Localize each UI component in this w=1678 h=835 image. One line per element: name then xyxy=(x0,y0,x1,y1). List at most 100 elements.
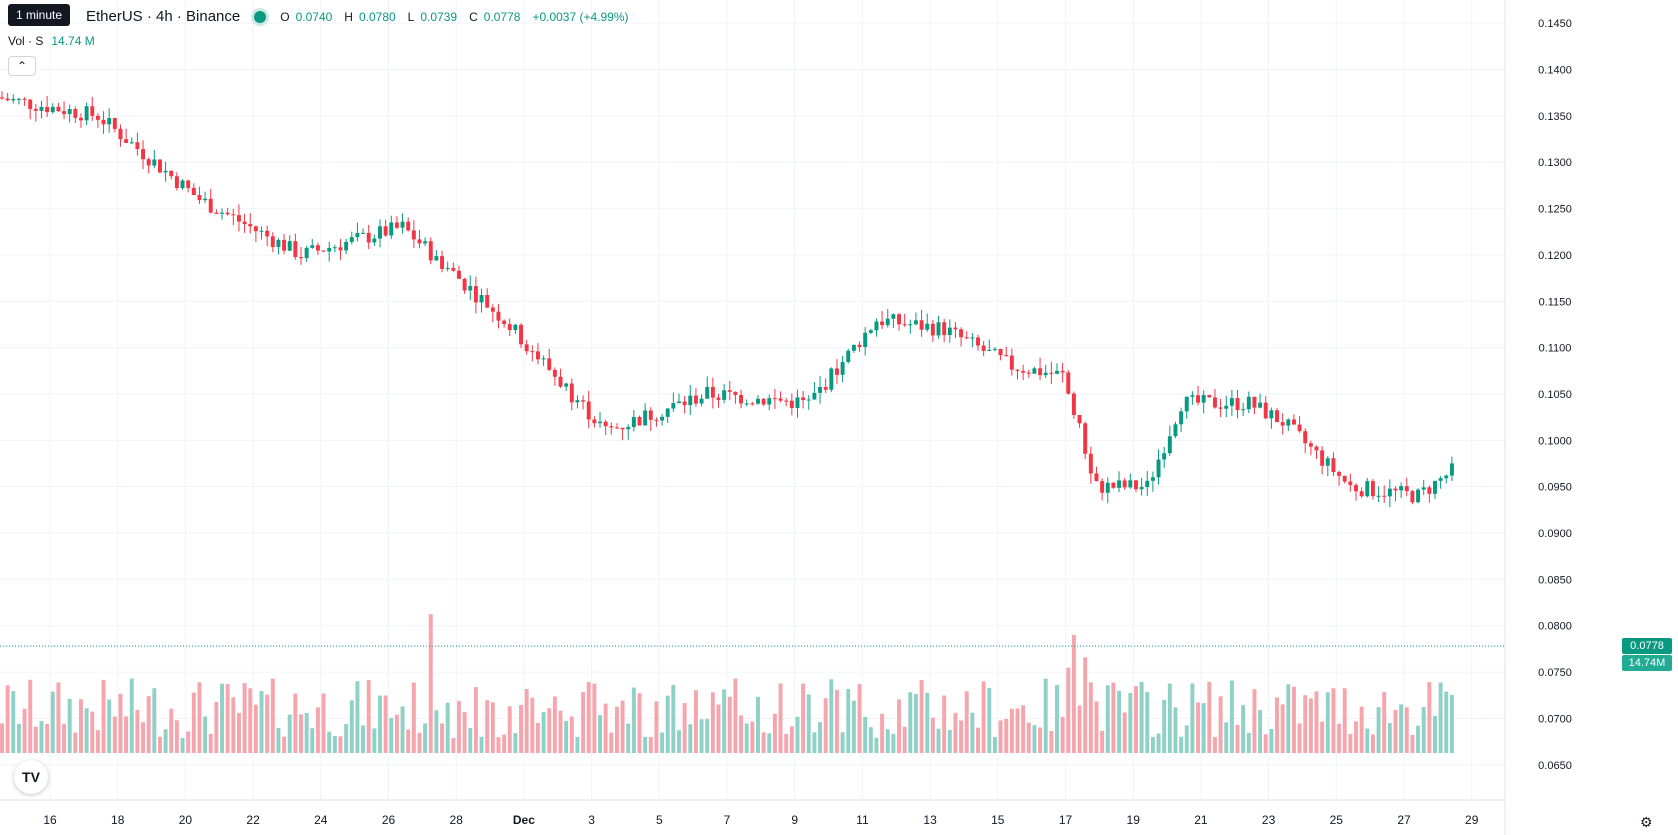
volume-bar xyxy=(203,716,208,753)
candle-body xyxy=(750,403,755,405)
volume-bar xyxy=(1004,718,1009,753)
volume-legend: Vol · S 14.74 M xyxy=(8,34,95,48)
candle-body xyxy=(947,327,952,336)
candle-body xyxy=(744,403,749,405)
volume-bar xyxy=(1038,727,1043,753)
candle-body xyxy=(936,322,941,336)
x-tick-label: 27 xyxy=(1397,813,1411,827)
volume-bar xyxy=(1416,725,1421,753)
volume-bar xyxy=(767,733,772,753)
volume-bar xyxy=(332,736,337,753)
candle-body xyxy=(445,267,450,269)
candle-body xyxy=(180,180,185,189)
volume-bar xyxy=(637,693,642,753)
volume-bar xyxy=(1331,688,1336,753)
candle-body xyxy=(287,241,292,251)
candle-body xyxy=(801,397,806,401)
y-tick-label: 0.0850 xyxy=(1538,574,1572,586)
volume-bar xyxy=(502,734,507,753)
y-tick-label: 0.1350 xyxy=(1538,111,1572,123)
candle-body xyxy=(146,159,151,166)
candle-body xyxy=(214,212,219,214)
candle-body xyxy=(1201,395,1206,403)
volume-bar xyxy=(1201,703,1206,753)
x-tick-label: 9 xyxy=(791,813,798,827)
candle-body xyxy=(863,332,868,348)
volume-bar xyxy=(1303,695,1308,753)
candle-body xyxy=(964,337,969,339)
volume-bar xyxy=(693,690,698,753)
candle-body xyxy=(699,398,704,404)
candle-body xyxy=(818,387,823,393)
volume-bar xyxy=(22,708,27,753)
candle-body xyxy=(756,398,760,404)
candle-body xyxy=(609,426,614,428)
candle-body xyxy=(1308,443,1313,447)
volume-bar xyxy=(1088,682,1093,753)
volume-bar xyxy=(1139,681,1144,753)
volume-bar xyxy=(1444,691,1449,753)
candle-body xyxy=(552,369,557,377)
candle-body xyxy=(626,427,631,430)
volume-bar xyxy=(1427,682,1432,753)
volume-bar xyxy=(1269,728,1274,753)
volume-bar xyxy=(834,689,839,753)
candle-body xyxy=(1049,372,1054,374)
volume-bar xyxy=(50,691,55,753)
candle-body xyxy=(987,349,992,351)
candle-body xyxy=(739,394,744,404)
candle-body xyxy=(338,247,343,251)
candle-body xyxy=(789,400,794,408)
volume-bar xyxy=(519,704,524,753)
volume-bar xyxy=(682,703,687,753)
volume-label[interactable]: Vol · S xyxy=(8,34,44,48)
candle-body xyxy=(1032,368,1037,374)
y-tick-label: 0.0750 xyxy=(1538,667,1572,679)
candle-body xyxy=(1421,487,1426,490)
candle-body xyxy=(16,98,21,100)
volume-bar xyxy=(564,720,569,753)
candle-body xyxy=(304,247,309,259)
y-tick-label: 0.1250 xyxy=(1538,204,1572,216)
volume-bar xyxy=(1190,683,1195,753)
gear-icon[interactable]: ⚙ xyxy=(1640,814,1653,830)
candle-body xyxy=(660,416,665,421)
collapse-legend-button[interactable]: ⌃ xyxy=(8,56,36,76)
candle-body xyxy=(1083,423,1088,454)
candle-body xyxy=(812,392,817,400)
volume-bar xyxy=(665,695,670,753)
candle-body xyxy=(1342,475,1347,482)
candle-body xyxy=(1303,431,1308,444)
volume-bar xyxy=(812,732,817,753)
candle-body xyxy=(5,98,10,101)
candle-body xyxy=(976,337,980,346)
tradingview-logo[interactable]: TV xyxy=(14,760,48,794)
volume-bar xyxy=(468,727,473,753)
candle-body xyxy=(423,241,428,244)
volume-bar xyxy=(569,716,574,753)
candle-body xyxy=(1162,453,1167,460)
candle-body xyxy=(124,139,129,143)
volume-bar xyxy=(507,706,512,753)
volume-bar xyxy=(925,692,930,753)
candle-body xyxy=(186,180,191,188)
symbol-name[interactable]: EtherUS · 4h · Binance xyxy=(86,8,241,25)
volume-bar xyxy=(1308,698,1313,753)
volume-bar xyxy=(490,702,495,753)
candle-body xyxy=(428,241,433,261)
candle-body xyxy=(259,230,264,232)
volume-bar xyxy=(445,702,450,753)
volume-bar xyxy=(1393,709,1398,753)
candle-body xyxy=(885,318,890,326)
interval-tooltip: 1 minute xyxy=(8,4,71,26)
candle-body xyxy=(1365,481,1370,497)
candle-body xyxy=(50,106,55,113)
volume-bar xyxy=(1207,681,1212,753)
candle-body xyxy=(620,427,625,430)
y-tick-label: 0.0950 xyxy=(1538,482,1572,494)
candle-body xyxy=(998,348,1003,356)
volume-bar xyxy=(1145,691,1150,753)
volume-bar xyxy=(581,692,586,753)
volume-bar xyxy=(631,687,636,753)
